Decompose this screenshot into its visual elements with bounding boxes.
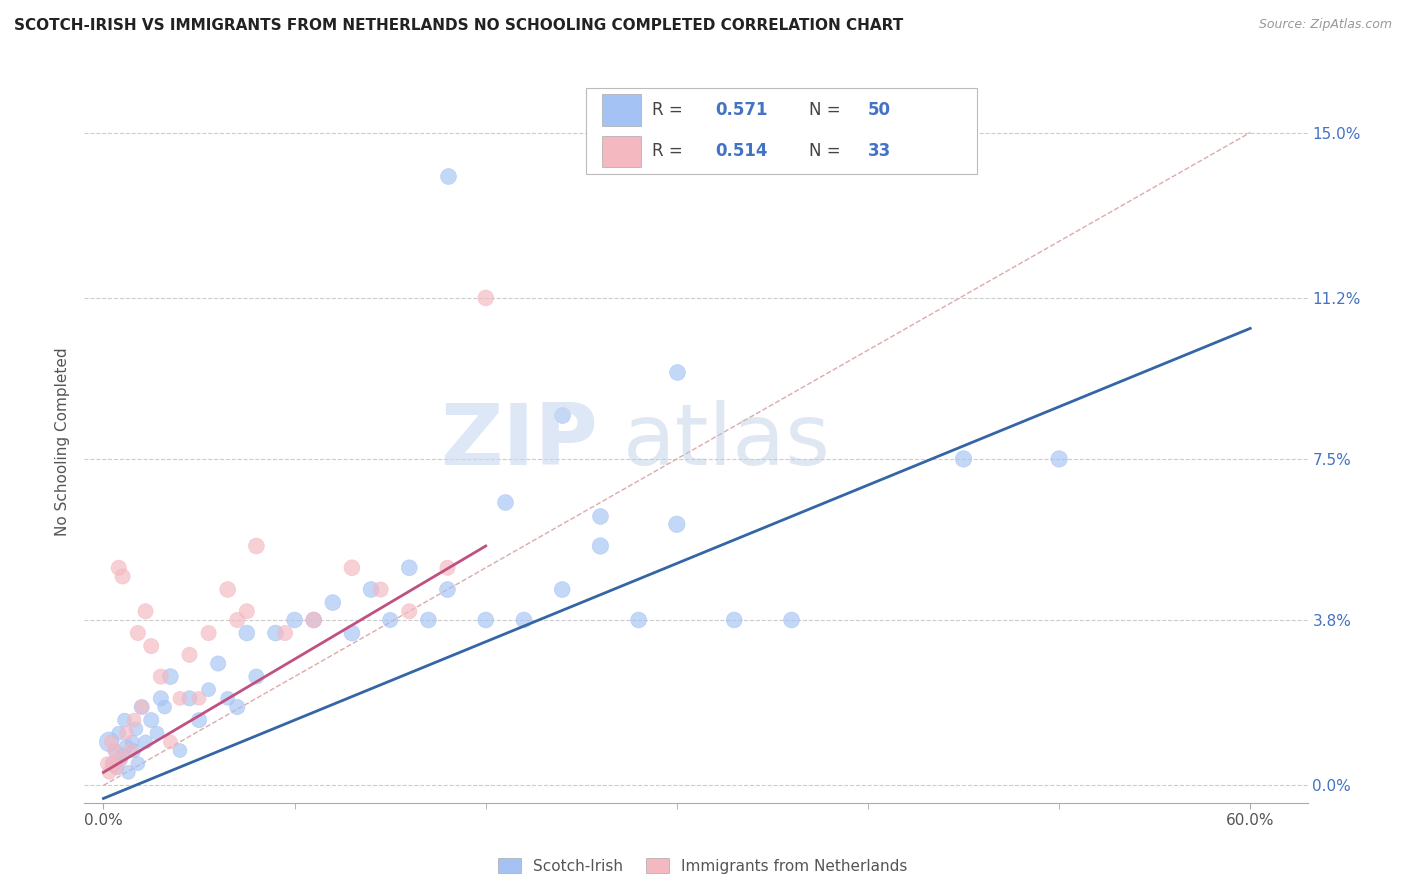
Point [169,691,191,706]
Point [665,365,688,379]
Point [104,743,127,757]
Point [627,613,650,627]
Text: SCOTCH-IRISH VS IMMIGRANTS FROM NETHERLANDS NO SCHOOLING COMPLETED CORRELATION C: SCOTCH-IRISH VS IMMIGRANTS FROM NETHERLA… [14,18,903,33]
Point [135,735,157,749]
Point [264,626,287,640]
Point [111,747,134,762]
Point [302,613,325,627]
Point [135,604,157,618]
Point [169,743,191,757]
Point [197,626,219,640]
Point [146,726,169,740]
Point [418,613,440,627]
Point [217,691,239,706]
Point [474,613,496,627]
Point [121,735,143,749]
Point [107,561,129,575]
Point [105,761,128,775]
Point [179,691,201,706]
Point [110,752,132,766]
Point [513,613,536,627]
Point [188,691,211,706]
Point [115,739,138,754]
Point [589,539,612,553]
Point [101,756,124,771]
Point [952,452,974,467]
Point [1047,452,1070,467]
Point [110,752,132,766]
Point [207,657,229,671]
Point [179,648,201,662]
Point [370,582,392,597]
Point [436,561,458,575]
Text: ZIP: ZIP [440,400,598,483]
Y-axis label: No Schooling Completed: No Schooling Completed [55,347,70,536]
Point [122,743,145,757]
Point [141,713,163,727]
Point [159,735,181,749]
Point [107,726,129,740]
Point [98,765,121,780]
Point [236,626,259,640]
Point [340,626,363,640]
Point [302,613,325,627]
Point [494,495,516,509]
Point [96,756,118,771]
Point [100,735,122,749]
Point [274,626,297,640]
Point [153,700,176,714]
Point [226,613,249,627]
Point [436,582,458,597]
Point [98,735,121,749]
Point [217,582,239,597]
Point [398,604,420,618]
Point [115,726,138,740]
Point [780,613,803,627]
Point [551,582,574,597]
Point [340,561,363,575]
Point [197,682,219,697]
Point [127,756,149,771]
Point [122,713,145,727]
Text: Source: ZipAtlas.com: Source: ZipAtlas.com [1258,18,1392,31]
Point [398,561,420,575]
Point [149,691,172,706]
Point [474,291,496,305]
Point [322,596,344,610]
Point [141,639,163,653]
Point [723,613,745,627]
Point [245,539,267,553]
Point [665,517,688,532]
Point [436,169,458,183]
Point [111,569,134,583]
Point [245,669,267,683]
Point [131,700,153,714]
Point [380,613,402,627]
Point [105,761,128,775]
Point [101,756,124,771]
Point [117,765,139,780]
Point [127,626,149,640]
Point [236,604,259,618]
Text: atlas: atlas [623,400,831,483]
Legend: Scotch-Irish, Immigrants from Netherlands: Scotch-Irish, Immigrants from Netherland… [492,852,914,880]
Point [149,669,172,683]
Point [589,508,612,523]
Point [131,700,153,714]
Point [104,743,127,757]
Point [125,722,148,736]
Point [551,409,574,423]
Point [188,713,211,727]
Point [360,582,382,597]
Point [159,669,181,683]
Point [114,713,136,727]
Point [226,700,249,714]
Point [120,743,142,757]
Point [284,613,307,627]
